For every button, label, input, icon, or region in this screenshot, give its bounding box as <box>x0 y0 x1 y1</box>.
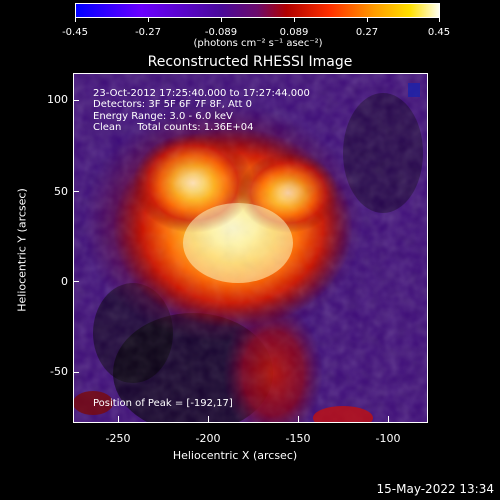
x-tickmark <box>118 416 119 423</box>
image-title: Reconstructed RHESSI Image <box>147 54 353 70</box>
colorbar-tickmark <box>148 17 149 22</box>
x-tick-label: -150 <box>285 432 311 445</box>
y-tick-label: 0 <box>61 275 68 288</box>
colorbar-tick-label: -0.27 <box>135 27 161 38</box>
colorbar-units: (photons cm⁻² s⁻¹ asec⁻²) <box>193 38 323 49</box>
generation-timestamp: 15-May-2022 13:34 <box>376 482 494 496</box>
rhessi-image <box>73 73 428 423</box>
y-tick-label: -50 <box>50 365 68 378</box>
x-tick-label: -200 <box>195 432 221 445</box>
plot-frame <box>73 73 428 423</box>
y-tickmark <box>73 100 79 101</box>
colorbar-tickmark <box>439 17 440 22</box>
x-tickmark <box>388 416 389 423</box>
colorbar-tickmark <box>367 17 368 22</box>
y-tickmark <box>73 191 79 192</box>
colorbar-tickmark <box>294 17 295 22</box>
x-tick-label: -100 <box>375 432 401 445</box>
colorbar-tick-label: -0.45 <box>62 27 88 38</box>
y-axis-label: Heliocentric Y (arcsec) <box>15 188 29 312</box>
colorbar-tickmark <box>75 17 76 22</box>
y-tick-label: 50 <box>54 185 68 198</box>
detectors-label: Detectors: 3F 5F 6F 7F 8F, Att 0 <box>93 99 253 110</box>
x-tick-label: -250 <box>105 432 131 445</box>
colorbar-tick-label: 0.089 <box>279 27 309 38</box>
colorbar-tickmark <box>221 17 222 22</box>
x-tickmark <box>298 416 299 423</box>
clean-counts-label: Clean Total counts: 1.36E+04 <box>93 122 254 133</box>
y-tickmark <box>73 281 79 282</box>
peak-position-label: Position of Peak = [-192,17] <box>93 398 233 409</box>
y-tickmark <box>73 372 79 373</box>
time-range-label: 23-Oct-2012 17:25:40.000 to 17:27:44.000 <box>93 88 310 99</box>
y-tick-label: 100 <box>47 93 68 106</box>
colorbar <box>75 3 440 18</box>
colorbar-tick-label: -0.089 <box>204 27 238 38</box>
colorbar-tick-label: 0.27 <box>355 27 379 38</box>
colorbar-tick-label: 0.45 <box>427 27 451 38</box>
x-axis-label: Heliocentric X (arcsec) <box>172 449 298 462</box>
x-tickmark <box>208 416 209 423</box>
rhessi-image-canvas <box>73 73 428 423</box>
energy-range-label: Energy Range: 3.0 - 6.0 keV <box>93 111 233 122</box>
